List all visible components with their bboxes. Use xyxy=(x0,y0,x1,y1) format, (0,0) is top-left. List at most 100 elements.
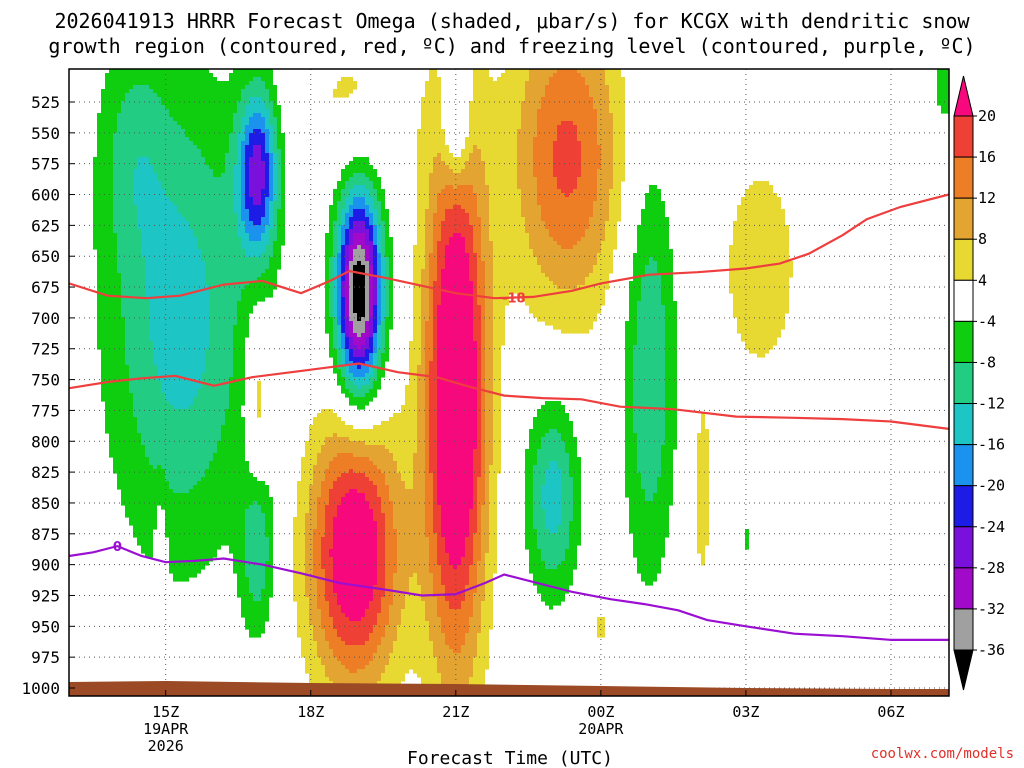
omega-cell xyxy=(629,317,637,322)
omega-cell xyxy=(409,365,417,370)
omega-cell xyxy=(333,93,349,98)
omega-cell xyxy=(273,169,277,174)
omega-cell xyxy=(441,533,469,538)
omega-cell xyxy=(265,513,273,518)
omega-cell xyxy=(665,353,677,358)
omega-cell xyxy=(369,457,393,462)
omega-cell xyxy=(537,125,557,130)
omega-cell xyxy=(373,317,377,322)
omega-cell xyxy=(557,181,577,186)
omega-cell xyxy=(249,589,261,594)
omega-cell xyxy=(337,381,345,386)
omega-cell xyxy=(589,221,605,226)
omega-cell xyxy=(345,257,349,262)
omega-cell xyxy=(265,141,269,146)
omega-cell xyxy=(661,297,673,302)
omega-cell xyxy=(209,321,237,326)
omega-cell xyxy=(377,245,381,250)
omega-cell xyxy=(437,477,473,482)
omega-cell xyxy=(517,133,537,138)
omega-cell xyxy=(573,509,581,514)
omega-cell xyxy=(613,145,625,150)
omega-cell xyxy=(365,641,381,646)
omega-cell xyxy=(245,197,253,202)
omega-cell xyxy=(413,337,421,342)
omega-cell xyxy=(425,413,429,418)
omega-cell xyxy=(221,437,245,442)
omega-cell xyxy=(473,237,481,242)
omega-cell xyxy=(249,137,265,142)
omega-cell xyxy=(461,605,473,610)
omega-cell xyxy=(401,621,429,626)
omega-cell xyxy=(373,481,385,486)
omega-cell xyxy=(541,269,593,274)
omega-cell xyxy=(581,145,601,150)
omega-cell xyxy=(433,581,441,586)
omega-cell xyxy=(229,545,245,550)
omega-cell xyxy=(237,149,241,154)
omega-cell xyxy=(417,225,425,230)
omega-cell xyxy=(297,501,309,506)
omega-cell xyxy=(493,441,501,446)
omega-cell xyxy=(245,125,265,130)
omega-cell xyxy=(113,145,197,150)
x-tick-label: 06Z xyxy=(877,703,904,721)
omega-cell xyxy=(597,137,613,142)
omega-cell xyxy=(313,549,321,554)
omega-cell xyxy=(433,577,441,582)
omega-cell xyxy=(93,241,117,246)
omega-cell xyxy=(665,309,677,314)
omega-cell xyxy=(545,469,561,474)
omega-cell xyxy=(445,585,465,590)
omega-cell xyxy=(489,465,501,470)
omega-cell xyxy=(325,521,333,526)
omega-cell xyxy=(425,453,429,458)
omega-cell xyxy=(641,297,661,302)
omega-cell xyxy=(389,301,393,306)
omega-cell xyxy=(201,373,233,378)
omega-cell xyxy=(537,117,597,122)
omega-cell xyxy=(97,253,117,258)
omega-cell xyxy=(377,293,381,298)
omega-cell xyxy=(385,557,397,562)
omega-cell xyxy=(137,225,189,230)
omega-cell xyxy=(257,389,261,394)
omega-cell xyxy=(445,549,465,554)
omega-cell xyxy=(401,477,413,482)
omega-cell xyxy=(485,161,517,166)
omega-cell xyxy=(425,329,433,334)
omega-cell xyxy=(569,457,581,462)
omega-cell xyxy=(357,365,361,370)
omega-cell xyxy=(493,401,501,406)
omega-cell xyxy=(105,401,133,406)
omega-cell xyxy=(117,249,141,254)
omega-cell xyxy=(381,637,397,642)
omega-cell xyxy=(657,481,673,486)
omega-cell xyxy=(473,317,481,322)
omega-cell xyxy=(337,229,341,234)
omega-cell xyxy=(613,125,625,130)
omega-cell xyxy=(281,157,285,162)
omega-cell xyxy=(437,437,477,442)
omega-cell xyxy=(205,353,233,358)
omega-cell xyxy=(377,197,385,202)
omega-cell xyxy=(429,269,437,274)
omega-cell xyxy=(597,181,613,186)
omega-cell xyxy=(437,465,473,470)
omega-cell xyxy=(377,337,381,342)
omega-cell xyxy=(113,185,133,190)
omega-cell xyxy=(465,537,473,542)
omega-cell xyxy=(345,341,349,346)
omega-cell xyxy=(437,537,445,542)
omega-cell xyxy=(665,345,677,350)
omega-cell xyxy=(645,269,657,274)
omega-cell xyxy=(329,257,333,262)
omega-cell xyxy=(373,625,385,630)
omega-cell xyxy=(165,533,245,538)
omega-cell xyxy=(385,265,389,270)
omega-cell xyxy=(201,149,229,154)
omega-cell xyxy=(317,601,329,606)
omega-cell xyxy=(417,237,425,242)
omega-cell xyxy=(345,321,349,326)
omega-cell xyxy=(477,569,485,574)
